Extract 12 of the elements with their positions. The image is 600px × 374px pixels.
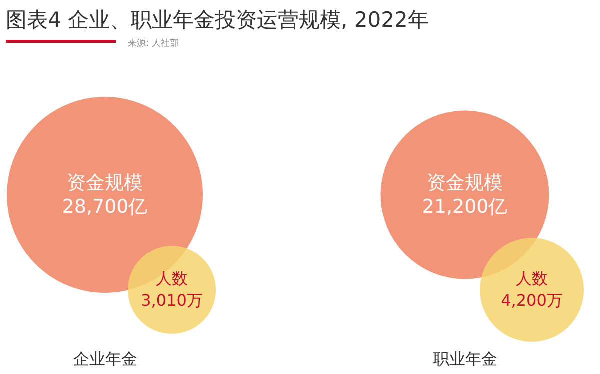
series-label: 资金规模 — [427, 172, 503, 194]
text: 资金规模 — [67, 172, 143, 194]
text: 人数 — [516, 269, 548, 288]
text: 图表4 企业、职业年金投资运营规模, 2022年 — [6, 7, 429, 34]
data-label: 21,200亿 — [422, 196, 508, 218]
data-label: 28,700亿 — [62, 196, 148, 218]
source-note: 来源: 人社部 — [128, 38, 179, 50]
data-label: 4,200万 — [501, 291, 563, 310]
series-label: 人数 — [156, 269, 188, 288]
data-label: 3,010万 — [141, 291, 203, 310]
category-label: 企业年金 — [74, 350, 138, 368]
category-label: 职业年金 — [434, 350, 498, 368]
